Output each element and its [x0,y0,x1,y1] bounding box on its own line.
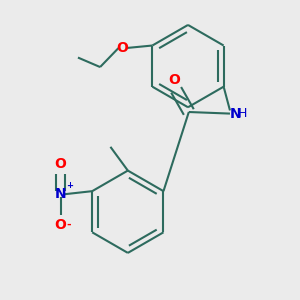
Text: O: O [169,73,181,87]
Text: O: O [55,218,67,232]
Text: H: H [238,107,247,120]
Text: N: N [230,106,242,121]
Text: O: O [116,41,128,55]
Text: N: N [55,187,66,201]
Text: -: - [66,220,71,230]
Text: +: + [66,181,73,190]
Text: O: O [55,157,67,171]
